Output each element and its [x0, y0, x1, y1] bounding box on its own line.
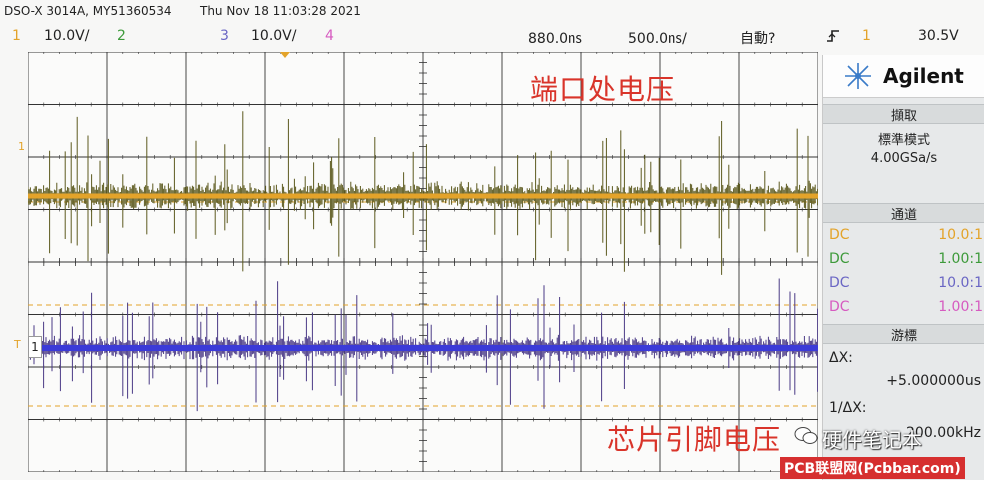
chip-pin-voltage-annotation: 芯片引脚电压: [607, 423, 782, 456]
brand-name: Agilent: [883, 64, 964, 88]
acquisition-header[interactable]: 擷取: [823, 104, 984, 124]
status-bar: DSO-X 3014A, MY51360534 Thu Nov 18 11:03…: [0, 0, 984, 24]
port-voltage-annotation: 端口处电压: [530, 73, 676, 106]
trigger-level-marker[interactable]: T: [14, 338, 21, 351]
acquisition-mode: 標準模式: [877, 133, 930, 148]
agilent-spark-icon: [843, 61, 873, 95]
ch1-number[interactable]: 1: [12, 28, 21, 44]
wechat-icon: [794, 426, 818, 446]
inv-dx-label: 1/ΔX:: [829, 400, 867, 416]
brand-logo: Agilent: [823, 55, 984, 98]
channel-row-1[interactable]: DC 10.0:1: [829, 225, 984, 247]
ch4-probe: 1.00:1: [938, 299, 983, 315]
channel-row-4[interactable]: DC 1.00:1: [829, 297, 984, 319]
trigger-source[interactable]: 1: [862, 28, 871, 44]
dx-value: +5.000000us: [886, 373, 981, 389]
trigger-level[interactable]: 30.5V: [918, 28, 959, 44]
sample-rate: 4.00GSa/s: [870, 151, 938, 166]
channel-settings-bar: 1 10.0V/ 2 3 10.0V/ 4 880.0㎱ 500.0㎱/ 自動?…: [0, 24, 984, 50]
channel-row-3[interactable]: DC 10.0:1: [829, 273, 984, 295]
ch2-probe: 1.00:1: [938, 251, 983, 267]
trigger-position-marker: [280, 52, 290, 58]
ch3-waveform: [28, 278, 818, 412]
info-panel: Agilent 擷取 標準模式 4.00GSa/s 通道 DC 10.0:1 D…: [822, 55, 984, 480]
datetime: Thu Nov 18 11:03:28 2021: [200, 4, 361, 18]
ch3-number[interactable]: 3: [220, 28, 229, 44]
rising-edge-icon: [826, 28, 840, 48]
ch2-number[interactable]: 2: [117, 28, 126, 44]
trigger-mode[interactable]: 自動?: [740, 31, 776, 47]
ch1-waveform: [28, 111, 818, 275]
ch1-probe: 10.0:1: [938, 227, 983, 243]
ch1-scale[interactable]: 10.0V/: [44, 28, 90, 44]
channels-header[interactable]: 通道: [823, 203, 984, 223]
graticule: [28, 52, 818, 472]
watermark-account: 硬件笔记本: [822, 428, 922, 452]
channel-row-2[interactable]: DC 1.00:1: [829, 249, 984, 271]
ch1-coupling: DC: [829, 227, 850, 243]
ch3-ground-marker[interactable]: 1: [28, 336, 42, 358]
ch3-probe: 10.0:1: [938, 275, 983, 291]
ch4-number[interactable]: 4: [325, 28, 334, 44]
inv-dx-value: 200.00kHz: [906, 425, 981, 441]
time-offset[interactable]: 880.0㎱: [528, 31, 583, 47]
watermark-site: PCB联盟网(Pcbbar.com): [780, 457, 965, 479]
dx-label: ΔX:: [829, 350, 853, 366]
cursors-header[interactable]: 游標: [823, 324, 984, 344]
ch3-coupling: DC: [829, 275, 850, 291]
ch1-ground-marker[interactable]: 1: [18, 140, 25, 153]
waveform-display[interactable]: [28, 52, 818, 472]
model-serial: DSO-X 3014A, MY51360534: [4, 4, 172, 18]
time-scale[interactable]: 500.0㎱/: [628, 31, 687, 47]
ch3-scale[interactable]: 10.0V/: [251, 28, 297, 44]
ch2-coupling: DC: [829, 251, 850, 267]
ch4-coupling: DC: [829, 299, 850, 315]
waveform-canvas[interactable]: [28, 52, 818, 472]
